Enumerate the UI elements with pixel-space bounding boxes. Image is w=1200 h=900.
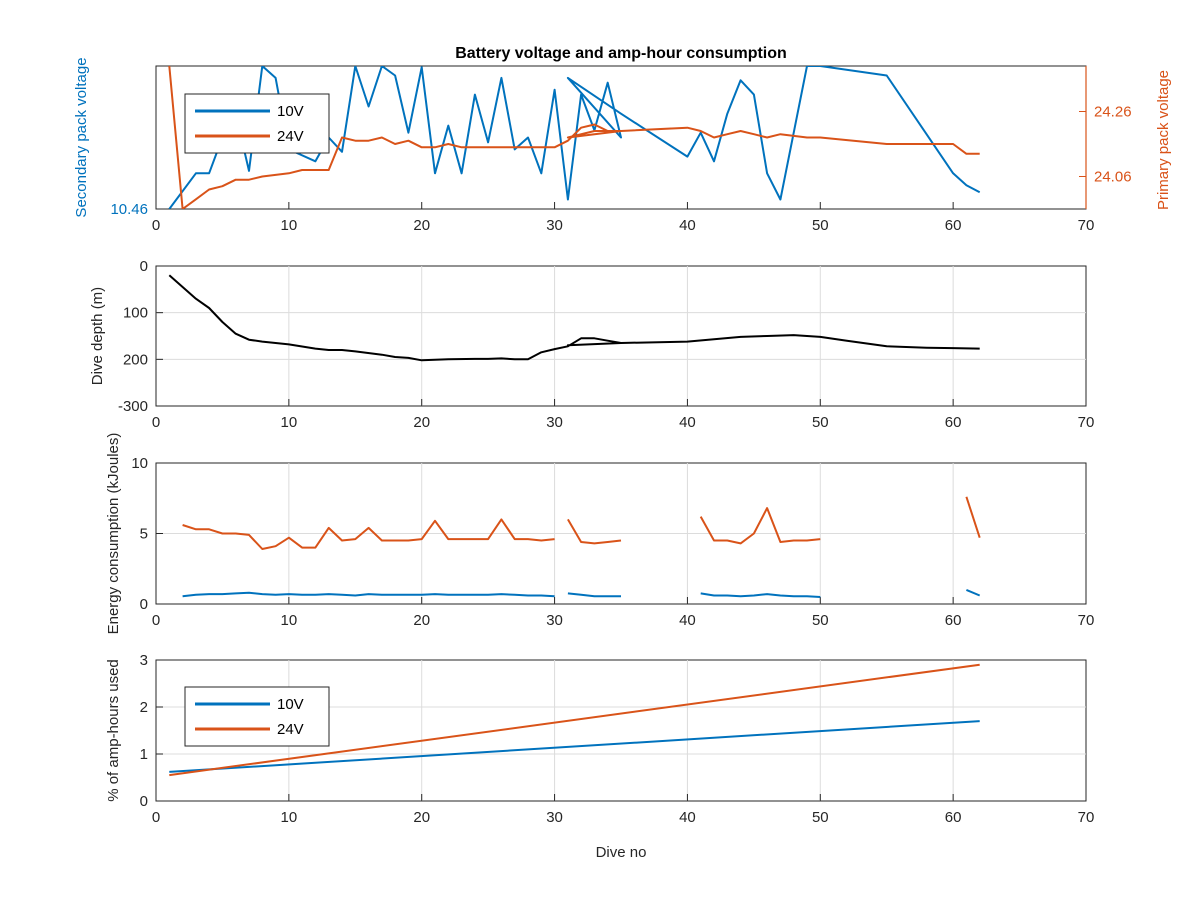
x-tick-label: 70 bbox=[1078, 809, 1095, 826]
y-tick-label: -300 bbox=[118, 398, 148, 415]
series-line-24v bbox=[699, 507, 821, 545]
x-tick-label: 10 bbox=[281, 612, 298, 629]
x-tick-label: 40 bbox=[679, 217, 696, 234]
x-tick-label: 0 bbox=[152, 414, 160, 431]
x-tick-label: 50 bbox=[812, 612, 829, 629]
y-axis-label: % of amp-hours used bbox=[105, 659, 122, 802]
y-axis-label: Dive depth (m) bbox=[89, 287, 106, 385]
x-tick-label: 30 bbox=[546, 809, 563, 826]
series-line-24v bbox=[965, 496, 981, 539]
x-tick-label: 50 bbox=[812, 809, 829, 826]
y-axis-label: Secondary pack voltage bbox=[73, 57, 90, 217]
x-tick-label: 60 bbox=[945, 612, 962, 629]
series-line-24v bbox=[168, 66, 980, 209]
x-axis-label: Dive no bbox=[596, 844, 647, 861]
y-tick-label: 200 bbox=[123, 351, 148, 368]
y-right-tick-label: 24.26 bbox=[1094, 104, 1132, 121]
series-line-10v bbox=[182, 591, 555, 598]
y-right-axis-label: Primary pack voltage bbox=[1155, 70, 1172, 210]
series-line-10v bbox=[169, 720, 980, 773]
y-tick-label: 1 bbox=[140, 746, 148, 763]
x-tick-label: 30 bbox=[546, 217, 563, 234]
series-line-24v bbox=[182, 518, 555, 550]
y-tick-label: 0 bbox=[140, 793, 148, 810]
series-line-24v bbox=[567, 518, 622, 545]
legend-box bbox=[184, 686, 330, 747]
x-tick-label: 0 bbox=[152, 809, 160, 826]
series-line-depth bbox=[168, 274, 980, 362]
x-tick-label: 20 bbox=[413, 612, 430, 629]
x-tick-label: 10 bbox=[281, 809, 298, 826]
y-tick-label: 100 bbox=[123, 305, 148, 322]
x-tick-label: 10 bbox=[281, 414, 298, 431]
x-tick-label: 70 bbox=[1078, 414, 1095, 431]
x-tick-label: 20 bbox=[413, 217, 430, 234]
y-tick-label: 10.46 bbox=[110, 201, 148, 218]
x-tick-label: 50 bbox=[812, 414, 829, 431]
y-right-tick-label: 24.06 bbox=[1094, 169, 1132, 186]
x-tick-label: 50 bbox=[812, 217, 829, 234]
x-tick-label: 40 bbox=[679, 612, 696, 629]
y-tick-label: 10 bbox=[131, 455, 148, 472]
x-tick-label: 60 bbox=[945, 414, 962, 431]
x-tick-label: 70 bbox=[1078, 612, 1095, 629]
depth-panel: 0 10 20 30 40 50 60 70 0 100 200 -300 Dive depth (m) bbox=[89, 258, 1094, 431]
legend-label-24v: 24V bbox=[277, 721, 304, 738]
y-tick-label: 2 bbox=[140, 699, 148, 716]
axes-frame bbox=[155, 265, 1087, 407]
x-tick-label: 60 bbox=[945, 809, 962, 826]
amphours-panel: 0 10 20 30 40 50 60 70 0 1 2 3 % of amp-hours used Di… bbox=[105, 652, 1094, 861]
legend-label-24v: 24V bbox=[277, 128, 304, 145]
y-axis-label: Energy consumption (kJoules) bbox=[105, 433, 122, 635]
x-tick-label: 60 bbox=[945, 217, 962, 234]
y-tick-label: 0 bbox=[140, 596, 148, 613]
x-tick-label: 40 bbox=[679, 414, 696, 431]
x-tick-label: 0 bbox=[152, 217, 160, 234]
y-tick-label: 0 bbox=[140, 258, 148, 275]
x-tick-label: 30 bbox=[546, 414, 563, 431]
chart-title: Battery voltage and amp-hour consumption bbox=[455, 45, 787, 62]
series-line-10v bbox=[700, 592, 821, 598]
legend-box bbox=[184, 93, 330, 154]
x-tick-label: 40 bbox=[679, 809, 696, 826]
y-tick-label: 3 bbox=[140, 652, 148, 669]
voltage-panel: 0 10 20 30 40 50 60 70 10.46 24.06 24.26 Secondary … bbox=[73, 57, 1172, 234]
series-line-10v bbox=[567, 592, 621, 598]
x-tick-label: 20 bbox=[413, 809, 430, 826]
legend-label-10v: 10V bbox=[277, 103, 304, 120]
x-tick-label: 30 bbox=[546, 612, 563, 629]
x-tick-label: 0 bbox=[152, 612, 160, 629]
x-tick-label: 70 bbox=[1078, 217, 1095, 234]
y-tick-label: 5 bbox=[140, 526, 148, 543]
series-line-24v bbox=[169, 663, 980, 777]
x-tick-label: 10 bbox=[281, 217, 298, 234]
energy-panel: 0 10 20 30 40 50 60 70 0 5 10 Energy consumption (k… bbox=[105, 433, 1094, 635]
legend-label-10v: 10V bbox=[277, 696, 304, 713]
x-tick-label: 20 bbox=[413, 414, 430, 431]
series-line-10v bbox=[966, 588, 981, 597]
